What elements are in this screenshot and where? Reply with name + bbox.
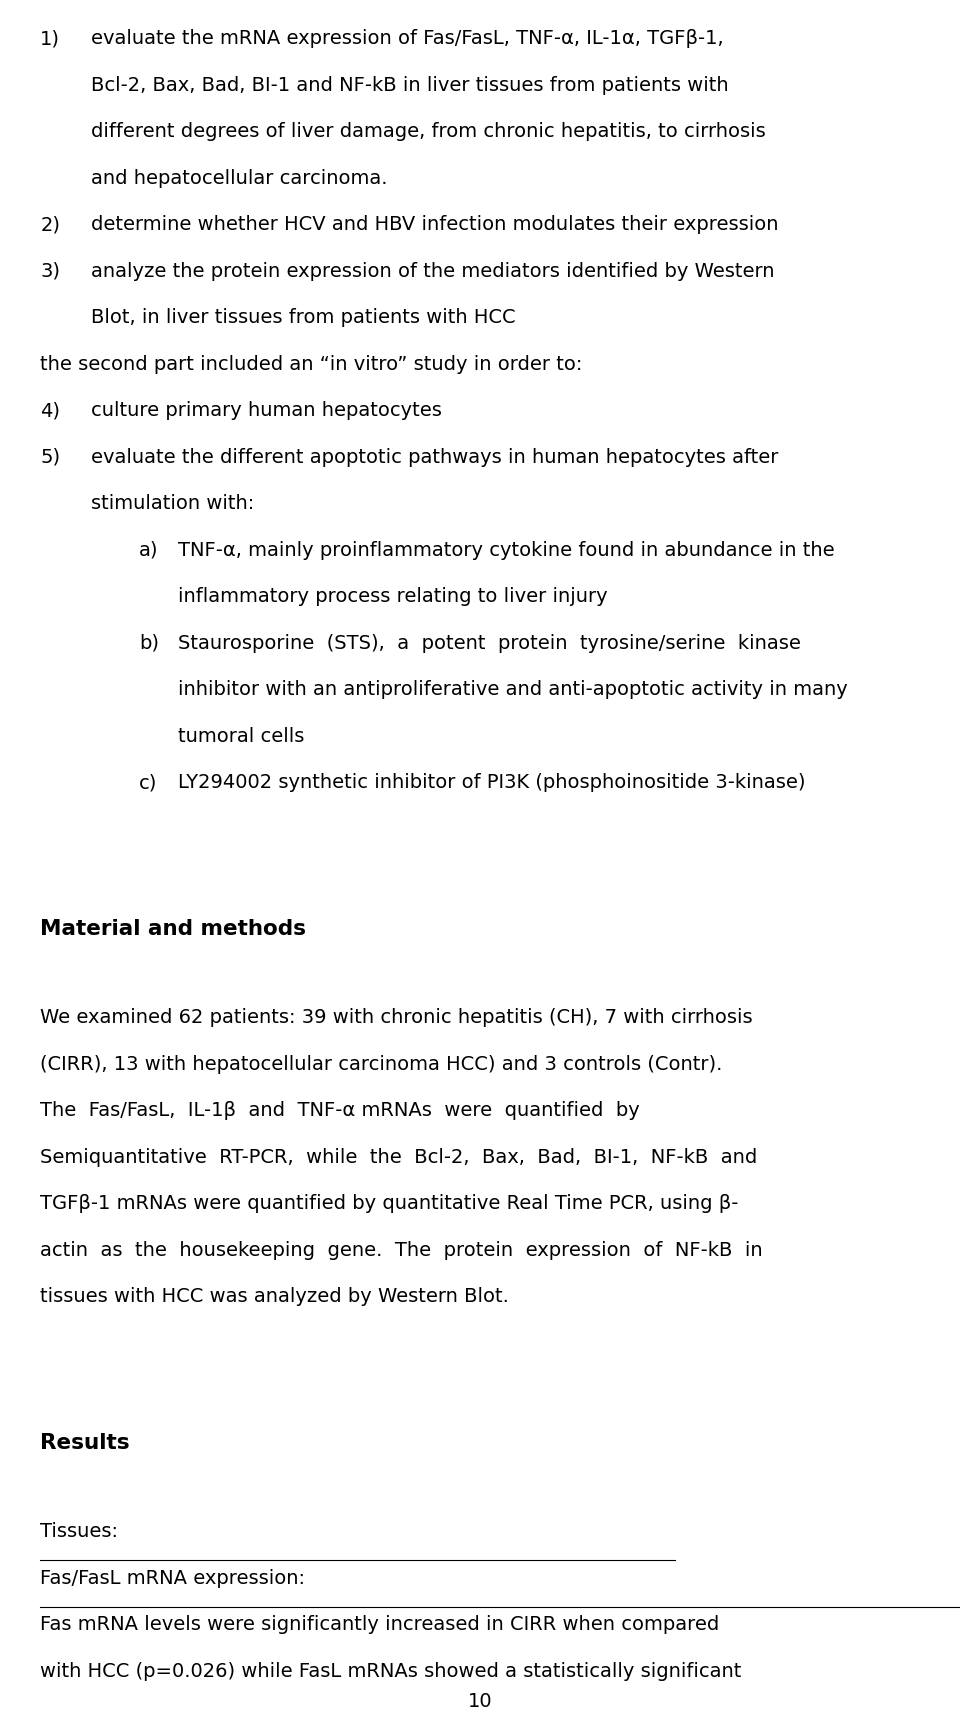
- Text: 10: 10: [468, 1692, 492, 1711]
- Text: Results: Results: [40, 1432, 130, 1453]
- Text: analyze the protein expression of the mediators identified by Western: analyze the protein expression of the me…: [91, 262, 775, 281]
- Text: tumoral cells: tumoral cells: [178, 727, 304, 746]
- Text: 4): 4): [40, 401, 60, 420]
- Text: TNF-α, mainly proinflammatory cytokine found in abundance in the: TNF-α, mainly proinflammatory cytokine f…: [178, 541, 834, 560]
- Text: stimulation with:: stimulation with:: [91, 494, 254, 513]
- Text: 3): 3): [40, 262, 60, 281]
- Text: Fas/FasL mRNA expression:: Fas/FasL mRNA expression:: [40, 1569, 305, 1588]
- Text: determine whether HCV and HBV infection modulates their expression: determine whether HCV and HBV infection …: [91, 215, 779, 234]
- Text: The  Fas/FasL,  IL-1β  and  TNF-α mRNAs  were  quantified  by: The Fas/FasL, IL-1β and TNF-α mRNAs were…: [40, 1101, 640, 1120]
- Text: evaluate the mRNA expression of Fas/FasL, TNF-α, IL-1α, TGFβ-1,: evaluate the mRNA expression of Fas/FasL…: [91, 29, 724, 49]
- Text: Blot, in liver tissues from patients with HCC: Blot, in liver tissues from patients wit…: [91, 309, 516, 328]
- Text: LY294002 synthetic inhibitor of PI3K (phosphoinositide 3-kinase): LY294002 synthetic inhibitor of PI3K (ph…: [178, 773, 805, 792]
- Text: 5): 5): [40, 447, 60, 466]
- Text: Material and methods: Material and methods: [40, 919, 306, 938]
- Text: evaluate the different apoptotic pathways in human hepatocytes after: evaluate the different apoptotic pathway…: [91, 447, 779, 466]
- Text: Tissues:: Tissues:: [40, 1522, 118, 1542]
- Text: actin  as  the  housekeeping  gene.  The  protein  expression  of  NF-kB  in: actin as the housekeeping gene. The prot…: [40, 1240, 763, 1259]
- Text: TGFβ-1 mRNAs were quantified by quantitative Real Time PCR, using β-: TGFβ-1 mRNAs were quantified by quantita…: [40, 1195, 738, 1214]
- Text: inflammatory process relating to liver injury: inflammatory process relating to liver i…: [178, 588, 608, 607]
- Text: Staurosporine  (STS),  a  potent  protein  tyrosine/serine  kinase: Staurosporine (STS), a potent protein ty…: [178, 633, 801, 652]
- Text: Fas mRNA levels were significantly increased in CIRR when compared: Fas mRNA levels were significantly incre…: [40, 1614, 720, 1633]
- Text: inhibitor with an antiproliferative and anti-apoptotic activity in many: inhibitor with an antiproliferative and …: [178, 680, 848, 699]
- Text: b): b): [139, 633, 159, 652]
- Text: Semiquantitative  RT-PCR,  while  the  Bcl-2,  Bax,  Bad,  BI-1,  NF-kB  and: Semiquantitative RT-PCR, while the Bcl-2…: [40, 1148, 757, 1167]
- Text: and hepatocellular carcinoma.: and hepatocellular carcinoma.: [91, 168, 388, 187]
- Text: with HCC (p=0.026) while FasL mRNAs showed a statistically significant: with HCC (p=0.026) while FasL mRNAs show…: [40, 1661, 742, 1680]
- Text: the second part included an “in vitro” study in order to:: the second part included an “in vitro” s…: [40, 355, 583, 375]
- Text: (CIRR), 13 with hepatocellular carcinoma HCC) and 3 controls (Contr).: (CIRR), 13 with hepatocellular carcinoma…: [40, 1054, 723, 1073]
- Text: different degrees of liver damage, from chronic hepatitis, to cirrhosis: different degrees of liver damage, from …: [91, 123, 766, 142]
- Text: tissues with HCC was analyzed by Western Blot.: tissues with HCC was analyzed by Western…: [40, 1287, 509, 1306]
- Text: a): a): [139, 541, 158, 560]
- Text: 1): 1): [40, 29, 60, 49]
- Text: We examined 62 patients: 39 with chronic hepatitis (CH), 7 with cirrhosis: We examined 62 patients: 39 with chronic…: [40, 1007, 753, 1027]
- Text: culture primary human hepatocytes: culture primary human hepatocytes: [91, 401, 442, 420]
- Text: c): c): [139, 773, 157, 792]
- Text: Bcl-2, Bax, Bad, BI-1 and NF-kB in liver tissues from patients with: Bcl-2, Bax, Bad, BI-1 and NF-kB in liver…: [91, 76, 729, 95]
- Text: 2): 2): [40, 215, 60, 234]
